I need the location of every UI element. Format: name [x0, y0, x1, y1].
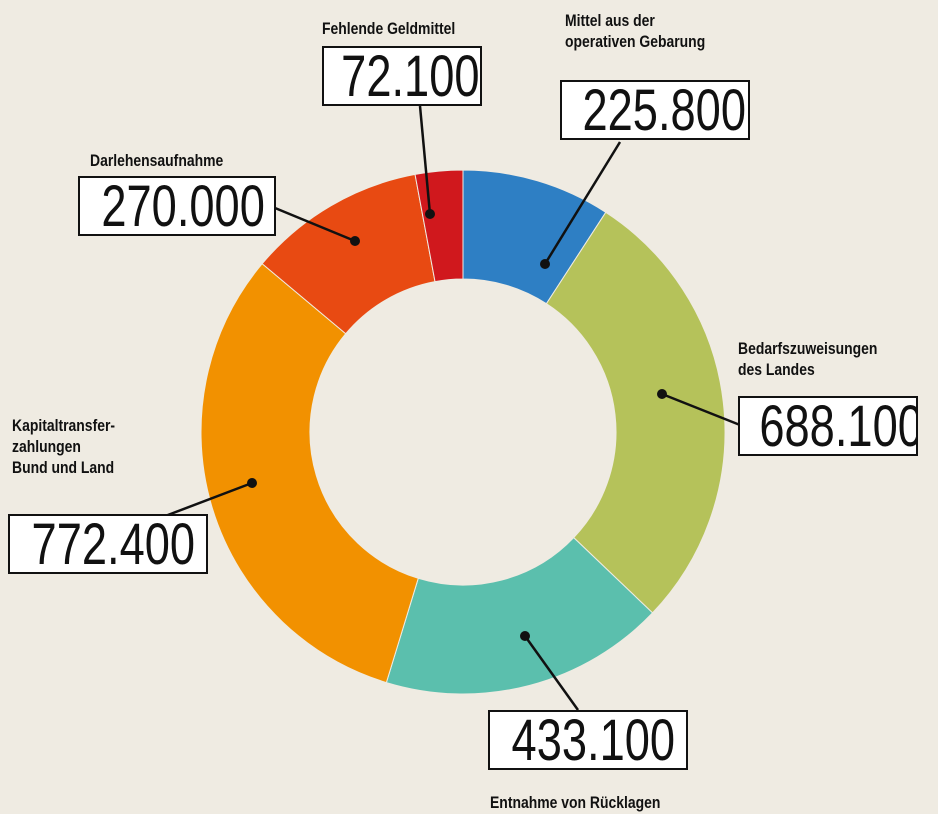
donut-slice	[385, 536, 654, 695]
leader-line	[523, 635, 580, 711]
value-box: 72.100	[322, 46, 482, 106]
category-label: Darlehensaufnahme	[90, 151, 224, 170]
value-label: 433.100	[511, 710, 676, 770]
leader-dot	[425, 209, 435, 219]
donut-slice	[545, 211, 726, 614]
value-label: 688.100	[759, 396, 918, 456]
leader-dot	[247, 478, 257, 488]
value-label: 772.400	[31, 514, 196, 574]
leader-line	[661, 392, 741, 427]
value-label: 270.000	[101, 176, 265, 236]
value-box: 270.000	[78, 176, 276, 236]
category-label: Bedarfszuweisungen des Landes	[738, 339, 878, 379]
leader-dot	[657, 389, 667, 399]
donut-slice	[200, 263, 419, 684]
category-label: Kapitaltransfer- zahlungen Bund und Land	[12, 416, 116, 477]
value-label: 72.100	[341, 46, 480, 106]
value-box: 225.800	[560, 80, 750, 140]
leader-dot	[540, 259, 550, 269]
category-label: Fehlende Geldmittel	[322, 19, 456, 38]
value-box: 688.100	[738, 396, 918, 456]
leader-dot	[520, 631, 530, 641]
value-box: 772.400	[8, 514, 208, 574]
leader-line	[543, 141, 622, 265]
category-label: Mittel aus der operativen Gebarung	[565, 11, 706, 51]
leader-line	[159, 481, 253, 520]
leader-dot	[350, 236, 360, 246]
leader-line	[418, 105, 432, 215]
category-label: Entnahme von Rücklagen	[490, 793, 661, 812]
leader-line	[274, 206, 356, 243]
value-label: 225.800	[582, 80, 746, 140]
value-box: 433.100	[488, 710, 688, 770]
donut-slice	[414, 169, 464, 283]
